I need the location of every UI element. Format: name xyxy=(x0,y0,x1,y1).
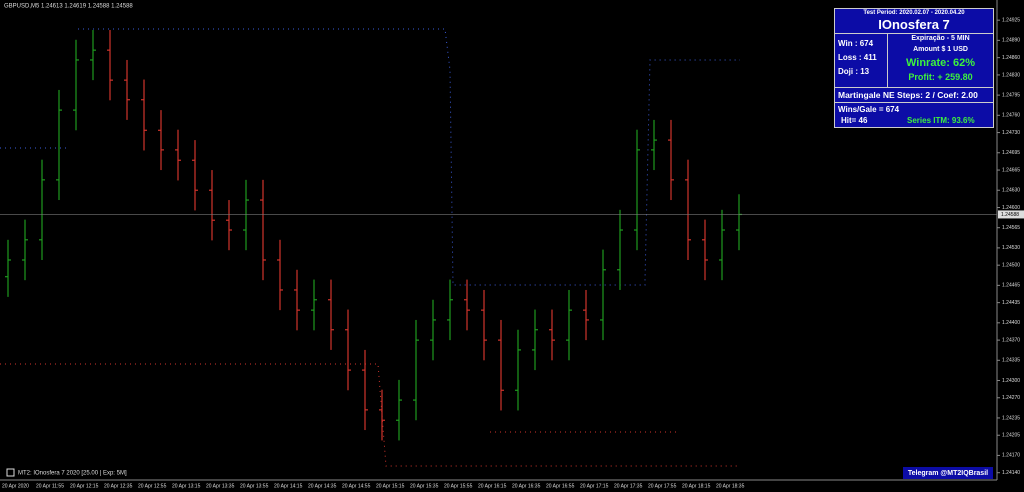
x-tick-label: 20 Apr 18:15 xyxy=(682,483,711,489)
x-tick-label: 20 Apr 11:55 xyxy=(36,483,64,489)
x-tick-label: 20 Apr 13:55 xyxy=(240,483,269,489)
x-tick-label: 20 Apr 17:35 xyxy=(614,483,643,489)
y-tick-label: 1.24530 xyxy=(1002,245,1020,251)
panel-winrate: Winrate: 62% xyxy=(906,57,975,69)
indicator-line xyxy=(78,28,740,286)
y-tick-label: 1.24890 xyxy=(1002,38,1020,44)
panel-wins-gale: Wins/Gale = 674 xyxy=(838,105,900,114)
x-tick-label: 20 Apr 12:35 xyxy=(104,483,133,489)
indicator-label: MT2: IOnosfera 7 2020 [25.00 | Exp: 5M] xyxy=(18,471,127,477)
x-tick-label: 20 Apr 16:15 xyxy=(478,483,507,489)
y-tick-label: 1.24695 xyxy=(1002,150,1020,156)
x-tick-label: 20 Apr 16:35 xyxy=(512,483,541,489)
x-tick-label: 20 Apr 12:15 xyxy=(70,483,99,489)
y-tick-label: 1.24630 xyxy=(1002,188,1020,194)
y-tick-label: 1.24300 xyxy=(1002,378,1020,384)
y-tick-label: 1.24370 xyxy=(1002,337,1020,343)
panel-win: Win : 674 xyxy=(838,39,874,48)
x-tick-label: 20 Apr 18:35 xyxy=(716,483,745,489)
y-tick-label: 1.24760 xyxy=(1002,113,1020,119)
y-tick-label: 1.24400 xyxy=(1002,320,1020,326)
panel-martingale: Martingale NE Steps: 2 / Coef: 2.00 xyxy=(838,90,978,100)
x-tick-label: 20 Apr 17:15 xyxy=(580,483,609,489)
y-tick-label: 1.24860 xyxy=(1002,55,1020,61)
y-tick-label: 1.24335 xyxy=(1002,358,1020,364)
y-tick-label: 1.24170 xyxy=(1002,453,1020,459)
footer-note: Telegram @MT2IQBrasil xyxy=(908,470,988,477)
separator xyxy=(835,87,993,88)
panel-expiry: Expiração - 5 MIN xyxy=(911,35,970,42)
panel-name: IOnosfera 7 xyxy=(878,17,950,32)
separator xyxy=(887,33,888,87)
panel-doji: Doji : 13 xyxy=(838,67,870,76)
y-tick-label: 1.24600 xyxy=(1002,205,1020,211)
x-tick-label: 20 Apr 14:35 xyxy=(308,483,337,489)
y-tick-label: 1.24925 xyxy=(1002,18,1020,24)
panel-loss: Loss : 411 xyxy=(838,53,877,62)
x-tick-label: 20 Apr 15:15 xyxy=(376,483,405,489)
separator xyxy=(835,33,993,34)
panel-period: Test Period: 2020.02.07 - 2020.04.20 xyxy=(863,10,965,16)
panel-amount: Amount $ 1 USD xyxy=(913,46,968,53)
x-tick-label: 20 Apr 15:35 xyxy=(410,483,439,489)
x-tick-label: 20 Apr 13:35 xyxy=(206,483,235,489)
last-price-box xyxy=(998,210,1024,219)
y-tick-label: 1.24235 xyxy=(1002,415,1020,421)
footer-box xyxy=(903,467,993,479)
x-tick-label: 20 Apr 12:55 xyxy=(138,483,167,489)
panel-hit: Hit= 46 xyxy=(841,116,868,125)
y-tick-label: 1.24795 xyxy=(1002,92,1020,98)
indicator-line xyxy=(0,363,740,467)
y-tick-label: 1.24665 xyxy=(1002,167,1020,173)
x-tick-label: 20 Apr 14:15 xyxy=(274,483,303,489)
x-tick-label: 20 Apr 14:55 xyxy=(342,483,371,489)
y-tick-label: 1.24465 xyxy=(1002,283,1020,289)
symbol-info: GBPUSD,M5 1.24613 1.24619 1.24588 1.2458… xyxy=(4,4,133,10)
info-panel: Test Period: 2020.02.07 - 2020.04.20 IOn… xyxy=(834,8,994,128)
y-tick-label: 1.24830 xyxy=(1002,72,1020,78)
separator xyxy=(835,102,993,103)
y-tick-label: 1.24730 xyxy=(1002,130,1020,136)
panel-profit: Profit: + 259.80 xyxy=(908,72,973,82)
checkbox[interactable] xyxy=(6,468,15,477)
y-tick-label: 1.24270 xyxy=(1002,395,1020,401)
y-tick-label: 1.24140 xyxy=(1002,470,1020,476)
y-tick-label: 1.24500 xyxy=(1002,263,1020,269)
x-tick-label: 20 Apr 13:15 xyxy=(172,483,201,489)
x-tick-label: 20 Apr 17:55 xyxy=(648,483,677,489)
x-tick-label: 20 Apr 2020 xyxy=(2,483,29,489)
last-price-label: 1.24588 xyxy=(1001,212,1019,218)
y-tick-label: 1.24205 xyxy=(1002,433,1020,439)
x-tick-label: 20 Apr 15:55 xyxy=(444,483,473,489)
x-tick-label: 20 Apr 16:55 xyxy=(546,483,575,489)
panel-series: Series ITM: 93.6% xyxy=(907,116,975,125)
y-tick-label: 1.24565 xyxy=(1002,225,1020,231)
y-tick-label: 1.24435 xyxy=(1002,300,1020,306)
